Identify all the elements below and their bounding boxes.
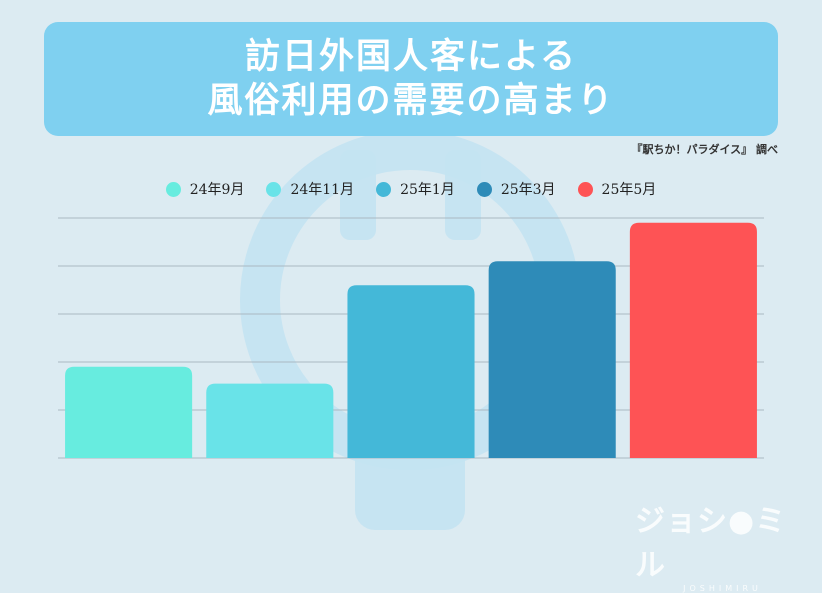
bar-5	[629, 222, 757, 458]
bar-2	[206, 383, 334, 458]
source-note: 『駅ちか！パラダイス』 調べ	[631, 143, 779, 156]
legend-swatch	[476, 181, 492, 197]
logo-mark-icon: ●	[728, 504, 756, 539]
legend-label: 25年3月	[500, 182, 556, 198]
logo-text: ジョシ●ミル	[635, 504, 787, 583]
legend-label: 25年5月	[601, 182, 657, 198]
legend-item: 24年11月	[266, 179, 354, 199]
joshimiru-logo: ジョシ●ミル JOSHIMIRU	[635, 496, 810, 593]
title-banner: 訪日外国人客による 風俗利用の需要の高まり	[44, 22, 778, 136]
legend-swatch	[376, 181, 392, 197]
title-line-2: 風俗利用の需要の高まり	[207, 81, 615, 121]
bar-chart	[58, 217, 764, 459]
legend-swatch	[266, 181, 282, 197]
bar-3	[347, 285, 475, 458]
legend-label: 25年1月	[400, 182, 455, 198]
bar-4	[488, 261, 616, 458]
title-line-1: 訪日外国人客による	[245, 37, 577, 77]
legend-item: 25年1月	[376, 179, 455, 199]
logo-subtext: JOSHIMIRU	[683, 584, 762, 593]
legend-item: 25年3月	[476, 179, 556, 199]
legend-swatch	[577, 181, 593, 197]
legend-swatch	[165, 181, 181, 197]
legend-label: 24年9月	[189, 182, 245, 198]
chart-legend: 24年9月 24年11月 25年1月 25年3月 25年5月	[0, 178, 822, 200]
legend-label: 24年11月	[290, 182, 355, 198]
legend-item: 25年5月	[577, 179, 657, 199]
bar-1	[65, 366, 193, 458]
legend-item: 24年9月	[165, 179, 245, 199]
